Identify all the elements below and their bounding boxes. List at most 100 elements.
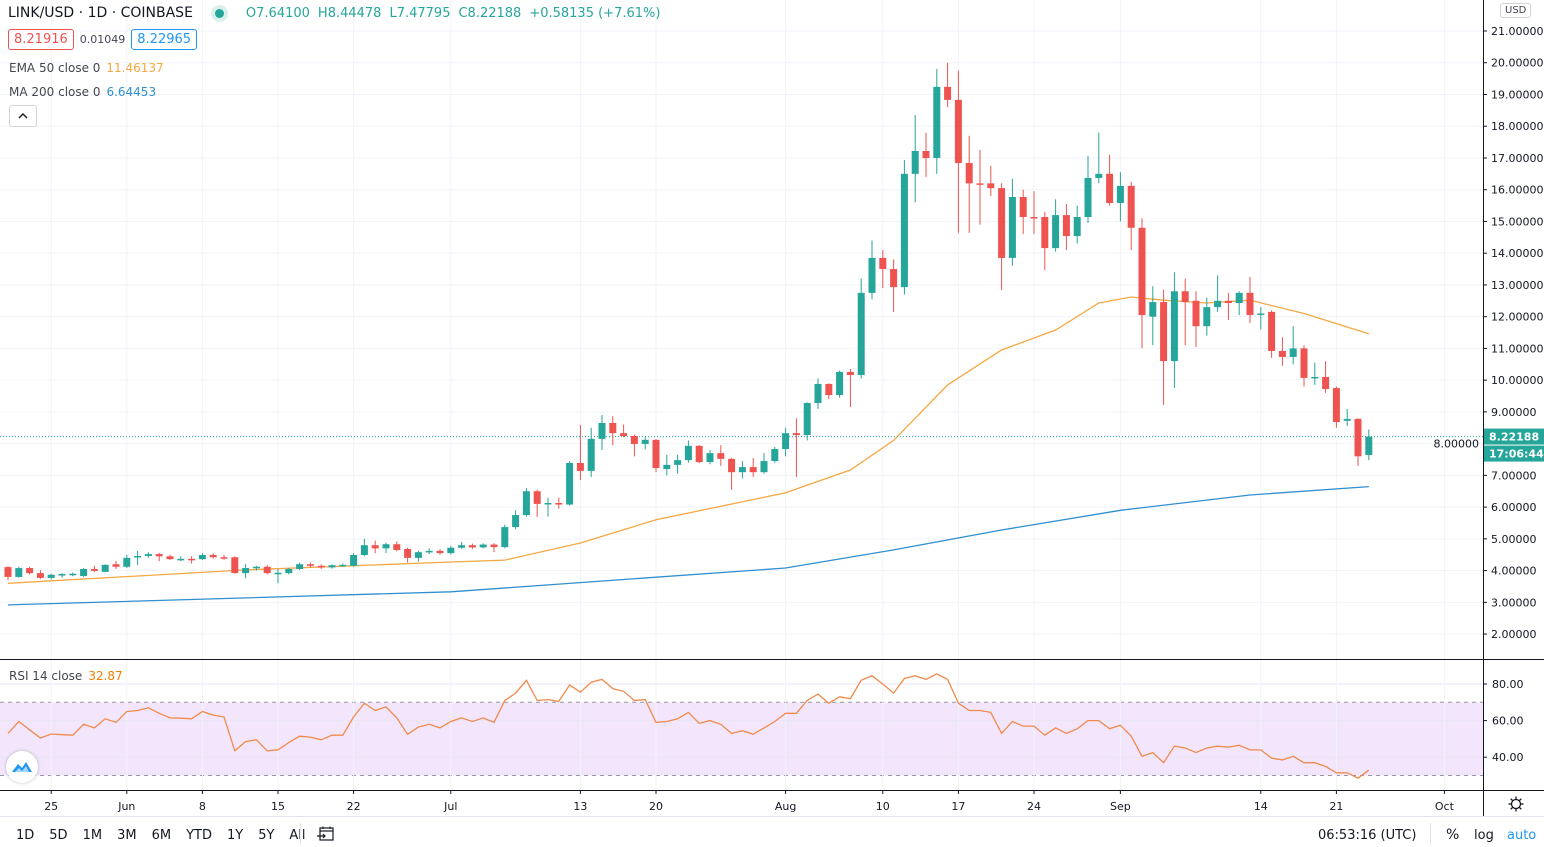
- x-tick-label: 15: [271, 800, 285, 813]
- candle-down: [1041, 216, 1049, 249]
- candle-up: [836, 371, 844, 396]
- candle-down: [1300, 348, 1308, 378]
- ma200-line: [7, 485, 1369, 606]
- candle-up: [760, 461, 768, 473]
- candle-up: [1365, 436, 1373, 456]
- ma-legend[interactable]: MA 200 close 0 6.64453: [9, 85, 156, 99]
- rsi-band: [0, 702, 1483, 776]
- range-1d-button[interactable]: 1D: [16, 828, 35, 843]
- candle-up: [15, 568, 23, 577]
- candle-up: [144, 554, 152, 556]
- candle-up: [803, 402, 811, 436]
- candle-down: [576, 462, 584, 471]
- spread-value: 0.01049: [79, 33, 126, 46]
- rsi-value: 32.87: [88, 669, 123, 683]
- candle-up: [933, 86, 941, 158]
- candle-up: [598, 422, 606, 439]
- currency-label[interactable]: USD: [1500, 3, 1532, 18]
- percent-scale-toggle[interactable]: %: [1446, 827, 1460, 843]
- candle-up: [1214, 300, 1222, 308]
- y-tick-label: 13.00000: [1491, 279, 1544, 292]
- range-3m-button[interactable]: 3M: [117, 828, 137, 843]
- rsi-y-tick-label: 80.00: [1492, 678, 1524, 691]
- candle-down: [393, 544, 401, 550]
- x-tick-label: 13: [573, 800, 587, 813]
- range-ytd-button[interactable]: YTD: [186, 828, 212, 843]
- candle-down: [188, 558, 196, 561]
- range-1y-button[interactable]: 1Y: [226, 828, 244, 843]
- go-to-date-button[interactable]: [317, 826, 335, 846]
- candle-down: [1278, 350, 1286, 357]
- candle-up: [1052, 215, 1060, 249]
- ohlc-open: O7.64100: [245, 5, 310, 21]
- range-buttons: 1D 5D 1M 3M 6M YTD 1Y 5Y All: [16, 828, 321, 843]
- candle-up: [101, 564, 109, 572]
- auto-scale-toggle[interactable]: auto: [1507, 828, 1537, 843]
- y-tick-label: 21.00000: [1491, 25, 1544, 38]
- candle-down: [36, 573, 44, 578]
- x-tick-label: Jul: [443, 800, 457, 813]
- candle-down: [749, 467, 757, 473]
- x-tick-label: Jun: [117, 800, 135, 813]
- collapse-legend-button[interactable]: [9, 105, 37, 127]
- y-tick-label: 8.00000: [1434, 438, 1480, 451]
- candle-up: [1170, 291, 1178, 362]
- candle-down: [490, 544, 498, 548]
- candle-down: [1322, 376, 1330, 390]
- ohlc-change: +0.58135 (+7.61%): [529, 5, 661, 21]
- candle-up: [857, 292, 865, 376]
- candle-up: [1008, 197, 1016, 258]
- symbol-title[interactable]: LINK/USD · 1D · COINBASE: [8, 5, 193, 21]
- rsi-legend[interactable]: RSI 14 close 32.87: [9, 669, 123, 683]
- tradingview-logo[interactable]: [6, 751, 38, 783]
- range-5d-button[interactable]: 5D: [49, 828, 68, 843]
- candle-up: [134, 555, 142, 558]
- x-tick-label: Oct: [1435, 800, 1455, 813]
- candle-up: [900, 173, 908, 288]
- candle-up: [328, 565, 336, 568]
- candle-down: [922, 150, 930, 158]
- candle-up: [198, 555, 206, 560]
- candle-down: [965, 163, 973, 184]
- sell-price-button[interactable]: 8.21916: [8, 29, 74, 50]
- candle-down: [717, 453, 725, 459]
- candle-up: [771, 449, 779, 462]
- candle-up: [911, 150, 919, 174]
- candle-up: [674, 460, 682, 465]
- y-tick-label: 2.00000: [1491, 628, 1537, 641]
- y-tick-label: 17.00000: [1491, 152, 1544, 165]
- symbol-legend: LINK/USD · 1D · COINBASE O7.64100 H8.444…: [8, 5, 660, 21]
- buy-price-button[interactable]: 8.22965: [131, 29, 198, 50]
- range-5y-button[interactable]: 5Y: [258, 828, 275, 843]
- candle-down: [954, 99, 962, 164]
- log-scale-toggle[interactable]: log: [1474, 828, 1494, 843]
- x-tick-label: Aug: [775, 800, 796, 813]
- candle-down: [944, 86, 952, 100]
- chart-canvas[interactable]: 2.00000 3.00000 4.00000 5.00000 6.00000 7.000…: [0, 0, 1544, 816]
- candle-down: [166, 556, 174, 560]
- candle-down: [846, 371, 854, 376]
- candle-up: [782, 433, 790, 450]
- range-1m-button[interactable]: 1M: [82, 828, 103, 843]
- candle-up: [1084, 177, 1092, 217]
- candle-down: [630, 436, 638, 444]
- candle-down: [404, 548, 412, 558]
- range-all-button[interactable]: All: [289, 828, 306, 843]
- utc-clock[interactable]: 06:53:16 (UTC): [1318, 828, 1417, 843]
- ma-label: MA 200 close 0: [9, 85, 101, 99]
- candle-up: [242, 568, 250, 574]
- y-tick-label: 4.00000: [1491, 565, 1537, 578]
- candle-down: [1268, 311, 1276, 351]
- candle-down: [155, 554, 163, 557]
- candle-up: [706, 453, 714, 463]
- x-tick-label: 8: [199, 800, 206, 813]
- countdown-label: 17:06:44: [1489, 448, 1544, 461]
- y-tick-label: 10.00000: [1491, 374, 1544, 387]
- ema-legend[interactable]: EMA 50 close 0 11.46137: [9, 61, 164, 75]
- rsi-label: RSI 14 close: [9, 669, 83, 683]
- candle-down: [306, 564, 314, 566]
- chart-settings-button[interactable]: [1508, 796, 1524, 816]
- range-6m-button[interactable]: 6M: [151, 828, 172, 843]
- candle-down: [1192, 300, 1200, 327]
- candle-up: [296, 564, 304, 569]
